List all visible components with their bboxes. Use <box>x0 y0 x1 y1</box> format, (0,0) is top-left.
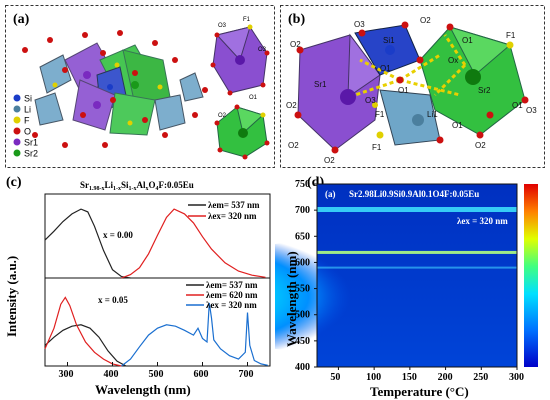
atom-label: O3 <box>218 23 227 29</box>
panel-c-spectra: (c) Sr1.98-xLi1-xSi1-xAlxO4F:0.05Eu Inte… <box>0 172 275 400</box>
panel-c-xlabel: Wavelength (nm) <box>95 382 191 397</box>
y-tick-label-400: 400 <box>295 362 310 373</box>
heatmap-excitation: λex = 320 nm <box>457 216 508 226</box>
y-tick-label-600: 600 <box>295 257 310 268</box>
atom-label-ox: Ox <box>448 56 458 65</box>
atom-label-o1: O1 <box>398 86 409 95</box>
atom-label-o3: O3 <box>354 20 365 29</box>
atom-label-sr2: Sr2 <box>478 86 491 95</box>
legend-swatch-sr1 <box>13 138 21 146</box>
x-tick-label-500: 500 <box>149 369 164 380</box>
atom-label-o3: O3 <box>365 96 376 105</box>
panel-c-bottom-note: x = 0.05 <box>98 295 128 305</box>
legend-label-sr1: Sr1 <box>24 138 38 148</box>
panel-a-label: (a) <box>13 12 30 27</box>
heatmap-inner-label: (a) <box>325 189 336 199</box>
legend-bottom-1: λem= 620 nm <box>206 290 258 300</box>
sr2-polyhedron <box>214 104 270 160</box>
legend-swatch-o <box>13 127 21 135</box>
panel-d-ylabel: Wavelength (nm) <box>284 251 299 347</box>
y-tick-label-700: 700 <box>295 205 310 216</box>
y-tick-label-500: 500 <box>295 310 310 321</box>
series-line-top-0 <box>44 208 131 279</box>
coordination-bonds <box>354 34 467 97</box>
atom-label-o2: O2 <box>324 156 335 165</box>
panel-d-heatmap: (d) (a) Sr2.98Li0.9Si0.9Al0.1O4F:0.05Eu λe… <box>275 172 550 400</box>
x-tick-label-400: 400 <box>104 369 119 380</box>
atom-label-o2: O2 <box>290 40 301 49</box>
x-tick-label-300: 300 <box>59 369 74 380</box>
panel-b-label: (b) <box>288 12 305 27</box>
legend-swatch-sr2 <box>13 149 21 157</box>
legend-label-si: Si <box>24 94 32 104</box>
atom-label: O1 <box>249 95 258 101</box>
atom-label-o3: O3 <box>526 106 537 115</box>
panel-c-top-note: x = 0.00 <box>103 230 133 240</box>
heatmap-frame <box>316 183 518 368</box>
atom-label-o1: O1 <box>512 101 523 110</box>
heatmap-line-705 <box>317 207 517 213</box>
x-tick-label-50: 50 <box>330 372 340 383</box>
panel-c-ylabel: Intensity (a.u.) <box>4 256 19 337</box>
legend-top-1: λex= 320 nm <box>208 211 257 221</box>
atom-label-o2: O2 <box>420 16 431 25</box>
panel-c-label: (c) <box>6 175 22 190</box>
atom-label-li1: Li1 <box>427 110 438 119</box>
coordination-atoms <box>294 21 529 154</box>
heatmap-title: Sr2.98Li0.9Si0.9Al0.1O4F:0.05Eu <box>349 189 479 199</box>
atom-label-o1: O1 <box>462 36 473 45</box>
atom-label-o2: O2 <box>475 141 486 150</box>
legend-label-li: Li <box>24 105 31 115</box>
x-tick-label-100: 100 <box>366 372 381 383</box>
atom-label-o1: O1 <box>452 121 463 130</box>
atom-label-sr1: Sr1 <box>314 80 327 89</box>
y-tick-label-650: 650 <box>295 231 310 242</box>
structure-atoms <box>22 30 208 148</box>
atom-label: O3 <box>258 47 267 53</box>
x-tick-label-600: 600 <box>194 369 209 380</box>
panel-b-coordination: (b) O2 O3 Si1 O2 F1 O1 Ox <box>280 5 545 168</box>
series-line-top-1 <box>121 208 266 279</box>
legend-bottom-0: λem= 537 nm <box>206 280 258 290</box>
heatmap-line-620 <box>317 250 517 254</box>
panel-a-crystal-structure: (a) S <box>5 5 275 168</box>
x-tick-label-150: 150 <box>402 372 417 383</box>
x-tick-label-250: 250 <box>473 372 488 383</box>
atom-labels: O2 O3 Si1 O2 F1 O1 Ox O1 F1 Sr1 O1 O2 O3 Sr2 O3 O2 O1 Li1… <box>286 16 537 165</box>
x-tick-label-200: 200 <box>438 372 453 383</box>
atom-label-si1: Si1 <box>383 36 395 45</box>
atom-label-f1: F1 <box>372 143 382 152</box>
atom-label-o2: O2 <box>286 101 297 110</box>
atom-label: O2 <box>218 113 227 119</box>
legend-label-o: O <box>24 127 31 137</box>
legend-top-0: λem= 537 nm <box>208 200 260 210</box>
y-tick-label-450: 450 <box>295 336 310 347</box>
y-tick-label-550: 550 <box>295 284 310 295</box>
legend-swatch-li <box>13 105 21 113</box>
y-tick-label-750: 750 <box>295 179 310 190</box>
atom-label-f1: F1 <box>375 110 385 119</box>
heatmap-line-590 <box>317 266 517 269</box>
series-line-bottom-2 <box>121 302 268 367</box>
x-tick-label-700: 700 <box>239 369 254 380</box>
panel-d-xlabel: Temperature (°C) <box>370 384 469 399</box>
x-tick-label-300: 300 <box>509 372 524 383</box>
sr1-polyhedron <box>210 24 270 96</box>
atom-label-o2: O2 <box>288 141 299 150</box>
legend-label-sr2: Sr2 <box>24 149 38 159</box>
legend-swatch-si <box>13 94 21 102</box>
atom-label-o1: O1 <box>380 64 391 73</box>
atom-label: F1 <box>243 17 251 23</box>
legend-bottom-2: λex = 320 nm <box>206 300 257 310</box>
panel-c-title: Sr1.98-xLi1-xSi1-xAlxO4F:0.05Eu <box>80 180 194 192</box>
legend-label-f: F <box>24 116 30 126</box>
series-line-bottom-1 <box>44 296 122 367</box>
legend-swatch-f <box>13 116 21 124</box>
heatmap-emission-band <box>275 241 457 352</box>
series-line-bottom-0 <box>44 324 127 367</box>
structure-network <box>34 42 204 136</box>
colorbar <box>524 184 538 367</box>
atom-label-f1: F1 <box>506 31 516 40</box>
